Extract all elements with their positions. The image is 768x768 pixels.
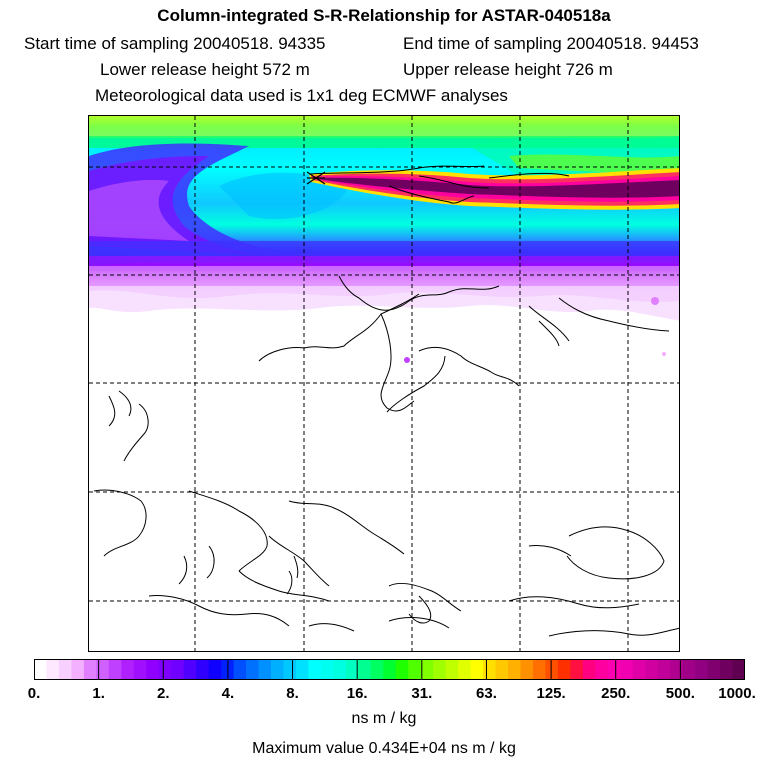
colorbar-segment: [133, 659, 147, 680]
colorbar-segment: [34, 659, 48, 680]
colorbar-segment: [707, 659, 721, 680]
colorbar-dividers: [98, 659, 681, 680]
colorbar-segment: [483, 659, 497, 680]
colorbar-segment: [295, 659, 310, 680]
colorbar-segment: [682, 659, 696, 680]
colorbar-tick-label: 8.: [286, 685, 299, 702]
colorbar-segment: [607, 659, 621, 680]
colorbar-segment: [46, 659, 60, 680]
colorbar-segment: [458, 659, 472, 680]
coastlines: [93, 165, 679, 637]
colorbar-segment: [495, 659, 509, 680]
colorbar-segment: [196, 659, 210, 680]
lower-height-label: Lower release height 572 m: [100, 60, 310, 79]
colorbar-tick-label: 125.: [536, 685, 566, 702]
colorbar-tick-label: 4.: [221, 685, 235, 702]
colorbar-segment: [532, 659, 547, 680]
colorbar-segment: [158, 659, 172, 680]
colorbar-segment: [720, 659, 734, 680]
colorbar-segment: [557, 659, 571, 680]
colorbar-tick-label: 16.: [346, 685, 368, 702]
colorbar-segment: [582, 659, 596, 680]
colorbar-segment: [333, 659, 347, 680]
colorbar-segment: [595, 659, 609, 680]
colorbar-tick-label: 31.: [411, 685, 433, 702]
colorbar-segment: [246, 659, 260, 680]
colorbar-tick-label: 1.: [92, 685, 105, 702]
colorbar-tick-label: 0.: [27, 685, 41, 702]
colorbar-segment: [71, 659, 85, 680]
start-time-label: Start time of sampling 20040518. 94335: [24, 34, 326, 53]
colorbar-segment: [620, 659, 634, 680]
release-point-marker: [306, 171, 326, 185]
colorbar-tick-label: 250.: [601, 685, 631, 702]
plot-title: Column-integrated S-R-Relationship for A…: [157, 6, 611, 25]
colorbar-segment: [320, 659, 334, 680]
colorbar-segment: [670, 659, 684, 680]
upper-height-label: Upper release height 726 m: [403, 60, 613, 79]
map-panel: [88, 115, 680, 652]
colorbar: [34, 659, 745, 680]
max-value-label: Maximum value 0.434E+04 ns m / kg: [252, 740, 516, 757]
colorbar-segment: [146, 659, 160, 680]
colorbar-segment: [408, 659, 422, 680]
colorbar-segment: [58, 659, 73, 680]
colorbar-segment: [470, 659, 484, 680]
colorbar-segment: [96, 659, 110, 680]
colorbar-segment: [171, 659, 185, 680]
colorbar-segment: [732, 659, 745, 680]
colorbar-segment: [108, 659, 122, 680]
colorbar-segment: [358, 659, 372, 680]
colorbar-segment: [83, 659, 97, 680]
colorbar-segment: [695, 659, 709, 680]
map-svg: [89, 116, 679, 651]
concentration-field: [89, 116, 679, 363]
met-data-label: Meteorological data used is 1x1 deg ECMW…: [95, 86, 508, 105]
colorbar-segment: [570, 659, 584, 680]
colorbar-segment: [258, 659, 272, 680]
colorbar-segment: [520, 659, 534, 680]
colorbar-tick-label: 2.: [157, 685, 170, 702]
graticule: [89, 116, 679, 651]
colorbar-segment: [632, 659, 646, 680]
colorbar-tick-label: 1000.: [718, 685, 756, 702]
colorbar-segment: [545, 659, 559, 680]
colorbar-tick-label: 63.: [476, 685, 497, 702]
colorbar-segment: [233, 659, 247, 680]
colorbar-segment: [383, 659, 397, 680]
units-label: ns m / kg: [351, 710, 417, 727]
colorbar-segment: [645, 659, 659, 680]
colorbar-segment: [420, 659, 434, 680]
colorbar-segment: [208, 659, 222, 680]
colorbar-segment: [508, 659, 522, 680]
colorbar-segment: [433, 659, 447, 680]
colorbar-segment: [121, 659, 135, 680]
colorbar-segment: [183, 659, 197, 680]
colorbar-segment: [370, 659, 384, 680]
colorbar-frame: [34, 659, 745, 680]
end-time-label: End time of sampling 20040518. 94453: [403, 34, 699, 53]
colorbar-segment: [308, 659, 322, 680]
colorbar-segment: [657, 659, 671, 680]
colorbar-segments: [34, 659, 745, 680]
colorbar-segment: [395, 659, 409, 680]
colorbar-segment: [283, 659, 297, 680]
colorbar-segment: [271, 659, 285, 680]
colorbar-segment: [445, 659, 459, 680]
colorbar-segment: [345, 659, 359, 680]
colorbar-tick-label: 500.: [665, 685, 695, 702]
